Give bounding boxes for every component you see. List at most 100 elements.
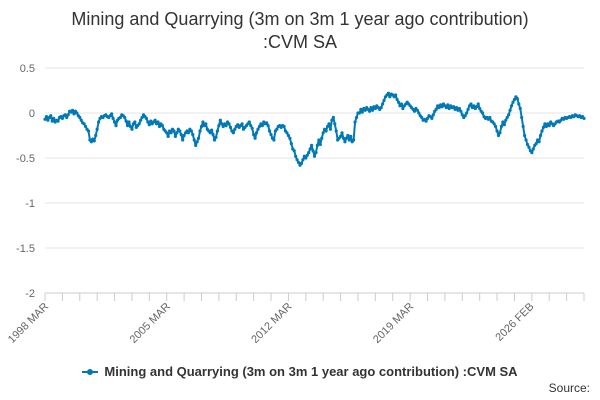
data-point[interactable] <box>353 120 357 124</box>
data-point[interactable] <box>160 124 164 128</box>
data-point[interactable] <box>466 107 470 111</box>
data-point[interactable] <box>522 133 527 138</box>
data-point[interactable] <box>440 105 444 109</box>
data-point[interactable] <box>227 122 231 126</box>
data-point[interactable] <box>272 138 276 142</box>
data-point[interactable] <box>254 131 259 135</box>
data-point[interactable] <box>191 133 195 137</box>
data-point[interactable] <box>534 142 538 146</box>
data-point[interactable] <box>502 123 506 127</box>
data-point[interactable] <box>204 122 208 126</box>
data-point[interactable] <box>196 136 201 140</box>
data-point[interactable] <box>198 129 202 133</box>
data-point[interactable] <box>373 106 377 111</box>
data-point[interactable] <box>325 124 330 129</box>
data-point[interactable] <box>527 145 531 149</box>
data-point[interactable] <box>412 109 417 113</box>
data-point[interactable] <box>236 123 240 127</box>
data-point[interactable] <box>269 133 273 137</box>
data-point[interactable] <box>250 126 254 130</box>
data-point[interactable] <box>221 124 225 129</box>
legend[interactable]: Mining and Quarrying (3m on 3m 1 year ag… <box>0 364 600 380</box>
data-point[interactable] <box>110 112 114 116</box>
data-point[interactable] <box>240 122 244 126</box>
data-point[interactable] <box>310 143 314 147</box>
data-point[interactable] <box>304 156 308 160</box>
data-point[interactable] <box>520 115 524 120</box>
data-point[interactable] <box>386 91 390 95</box>
data-point[interactable] <box>52 116 56 120</box>
data-point[interactable] <box>130 127 134 131</box>
data-point[interactable] <box>480 111 485 115</box>
data-point[interactable] <box>508 108 512 112</box>
data-point[interactable] <box>112 120 117 124</box>
data-point[interactable] <box>294 154 298 158</box>
data-point[interactable] <box>286 133 291 138</box>
data-point[interactable] <box>266 124 270 128</box>
data-point[interactable] <box>56 119 60 123</box>
data-point[interactable] <box>218 118 222 122</box>
data-point[interactable] <box>83 124 88 129</box>
data-point[interactable] <box>260 124 264 128</box>
data-point[interactable] <box>501 120 505 124</box>
data-point[interactable] <box>265 121 269 125</box>
data-point[interactable] <box>338 134 343 138</box>
data-point[interactable] <box>292 149 296 153</box>
data-point[interactable] <box>201 120 205 124</box>
data-point[interactable] <box>525 142 530 147</box>
data-point[interactable] <box>315 143 319 147</box>
data-point[interactable] <box>217 124 221 128</box>
data-point[interactable] <box>314 151 318 155</box>
data-point[interactable] <box>60 116 64 120</box>
data-point[interactable] <box>359 107 363 111</box>
data-point[interactable] <box>465 111 469 115</box>
data-point[interactable] <box>352 138 356 142</box>
data-point[interactable] <box>341 136 346 140</box>
data-point[interactable] <box>396 100 401 104</box>
data-point[interactable] <box>538 133 543 138</box>
data-point[interactable] <box>333 122 337 126</box>
data-point[interactable] <box>86 129 91 133</box>
data-point[interactable] <box>492 122 496 126</box>
data-point[interactable] <box>494 124 498 129</box>
data-point[interactable] <box>275 127 279 131</box>
data-point[interactable] <box>247 120 251 124</box>
data-point[interactable] <box>195 140 199 144</box>
data-point[interactable] <box>192 138 196 142</box>
data-point[interactable] <box>124 119 128 123</box>
data-point[interactable] <box>146 120 150 124</box>
data-point[interactable] <box>476 102 480 106</box>
data-point[interactable] <box>430 116 434 120</box>
data-point[interactable] <box>215 129 220 133</box>
data-point[interactable] <box>78 115 82 120</box>
data-point[interactable] <box>179 133 183 137</box>
data-point[interactable] <box>475 105 479 109</box>
data-point[interactable] <box>425 116 430 120</box>
data-point[interactable] <box>295 158 299 162</box>
data-point[interactable] <box>312 154 317 158</box>
data-point[interactable] <box>296 160 301 165</box>
data-point[interactable] <box>123 115 127 120</box>
data-point[interactable] <box>379 106 383 110</box>
data-point[interactable] <box>317 138 321 142</box>
data-point[interactable] <box>395 97 399 102</box>
data-point[interactable] <box>220 122 224 126</box>
data-point[interactable] <box>330 118 334 122</box>
data-point[interactable] <box>50 119 54 123</box>
data-point[interactable] <box>463 114 467 118</box>
data-point[interactable] <box>308 147 312 151</box>
data-point[interactable] <box>515 97 519 101</box>
data-point[interactable] <box>49 114 53 118</box>
data-point[interactable] <box>199 124 204 129</box>
data-point[interactable] <box>212 138 217 142</box>
data-point[interactable] <box>289 142 293 146</box>
data-point[interactable] <box>70 108 75 112</box>
data-point[interactable] <box>307 151 311 155</box>
data-point[interactable] <box>249 124 253 128</box>
data-point[interactable] <box>328 127 333 131</box>
data-point[interactable] <box>518 106 522 111</box>
data-point[interactable] <box>43 117 47 121</box>
data-point[interactable] <box>459 109 463 113</box>
data-point[interactable] <box>79 118 83 122</box>
data-point[interactable] <box>478 106 482 111</box>
